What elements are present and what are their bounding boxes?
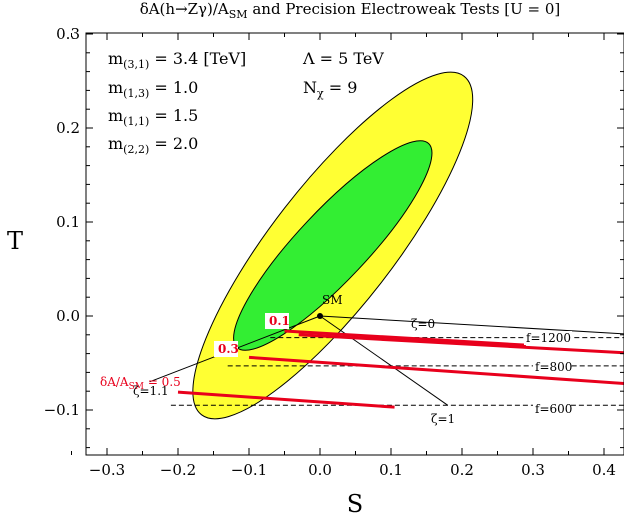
f800-label: f=800 bbox=[535, 360, 572, 374]
param-nchi: Nχ = 9 bbox=[303, 78, 357, 100]
f600-label-bg bbox=[533, 402, 571, 416]
param-m11: m(1,1) = 1.5 bbox=[108, 106, 198, 128]
x-tick-label: 0.3 bbox=[521, 461, 545, 479]
y-tick-label: −0.1 bbox=[44, 401, 80, 419]
x-tick-label: −0.2 bbox=[160, 461, 196, 479]
param-m31: m(3,1) = 3.4 [TeV] bbox=[108, 49, 246, 71]
zeta11-label: ζ=1.1 bbox=[133, 384, 169, 398]
lines-layer bbox=[149, 313, 624, 409]
parameter-legend: m(3,1) = 3.4 [TeV] m(1,3) = 1.0 m(1,1) =… bbox=[108, 49, 384, 156]
zeta-line-0 bbox=[319, 315, 624, 335]
x-tick-label: 0.0 bbox=[308, 461, 332, 479]
f1200-label-bg bbox=[524, 331, 572, 345]
delta01-box bbox=[265, 313, 289, 329]
zeta-line-1 bbox=[319, 315, 449, 406]
x-tick-label: 0.4 bbox=[592, 461, 616, 479]
y-tick-label: 0.3 bbox=[56, 25, 80, 43]
zeta1-label: ζ=1 bbox=[431, 412, 455, 426]
y-tick-label: 0.0 bbox=[56, 307, 80, 325]
zeta0-label: ζ=0 bbox=[411, 317, 435, 331]
y-tick-label: 0.1 bbox=[56, 213, 80, 231]
sm-point bbox=[317, 313, 323, 319]
plot-area bbox=[149, 71, 624, 420]
param-m22: m(2,2) = 2.0 bbox=[108, 134, 198, 156]
y-axis-label: T bbox=[7, 227, 23, 255]
x-tick-label: −0.3 bbox=[89, 461, 125, 479]
delta03-box bbox=[214, 341, 238, 357]
delta03-label: 0.3 bbox=[218, 342, 239, 356]
annotations: SM ζ=0 ζ=1 ζ=1.1 f=1200 f=800 f=600 0.1 … bbox=[100, 293, 572, 426]
delta-line-0 bbox=[284, 329, 526, 347]
x-tick-label: 0.2 bbox=[450, 461, 474, 479]
x-tick-label: −0.1 bbox=[231, 461, 267, 479]
regions-layer bbox=[192, 71, 474, 420]
delta-line-1 bbox=[298, 333, 624, 355]
chart-title: δA(h→Zγ)/ASM and Precision Electroweak T… bbox=[140, 0, 561, 21]
f1200-label: f=1200 bbox=[526, 331, 571, 345]
f800-label-bg bbox=[533, 360, 571, 374]
delta05-label: δA/ASM = 0.5 bbox=[100, 375, 181, 392]
delta-line-3 bbox=[177, 390, 395, 409]
sm-label: SM bbox=[322, 293, 343, 307]
param-lambda: Λ = 5 TeV bbox=[302, 49, 384, 68]
ticks-layer: −0.3 −0.2 −0.1 0.0 0.1 0.2 0.3 0.4 −0.1 0.0 0.1 0.2… bbox=[44, 25, 624, 479]
x-tick-label: 0.1 bbox=[379, 461, 403, 479]
param-m13: m(1,3) = 1.0 bbox=[108, 78, 198, 100]
delta01-label: 0.1 bbox=[269, 314, 290, 328]
f600-label: f=600 bbox=[535, 402, 572, 416]
delta-line-2 bbox=[248, 355, 624, 386]
x-axis-label: S bbox=[347, 490, 363, 518]
y-tick-label: 0.2 bbox=[56, 119, 80, 137]
